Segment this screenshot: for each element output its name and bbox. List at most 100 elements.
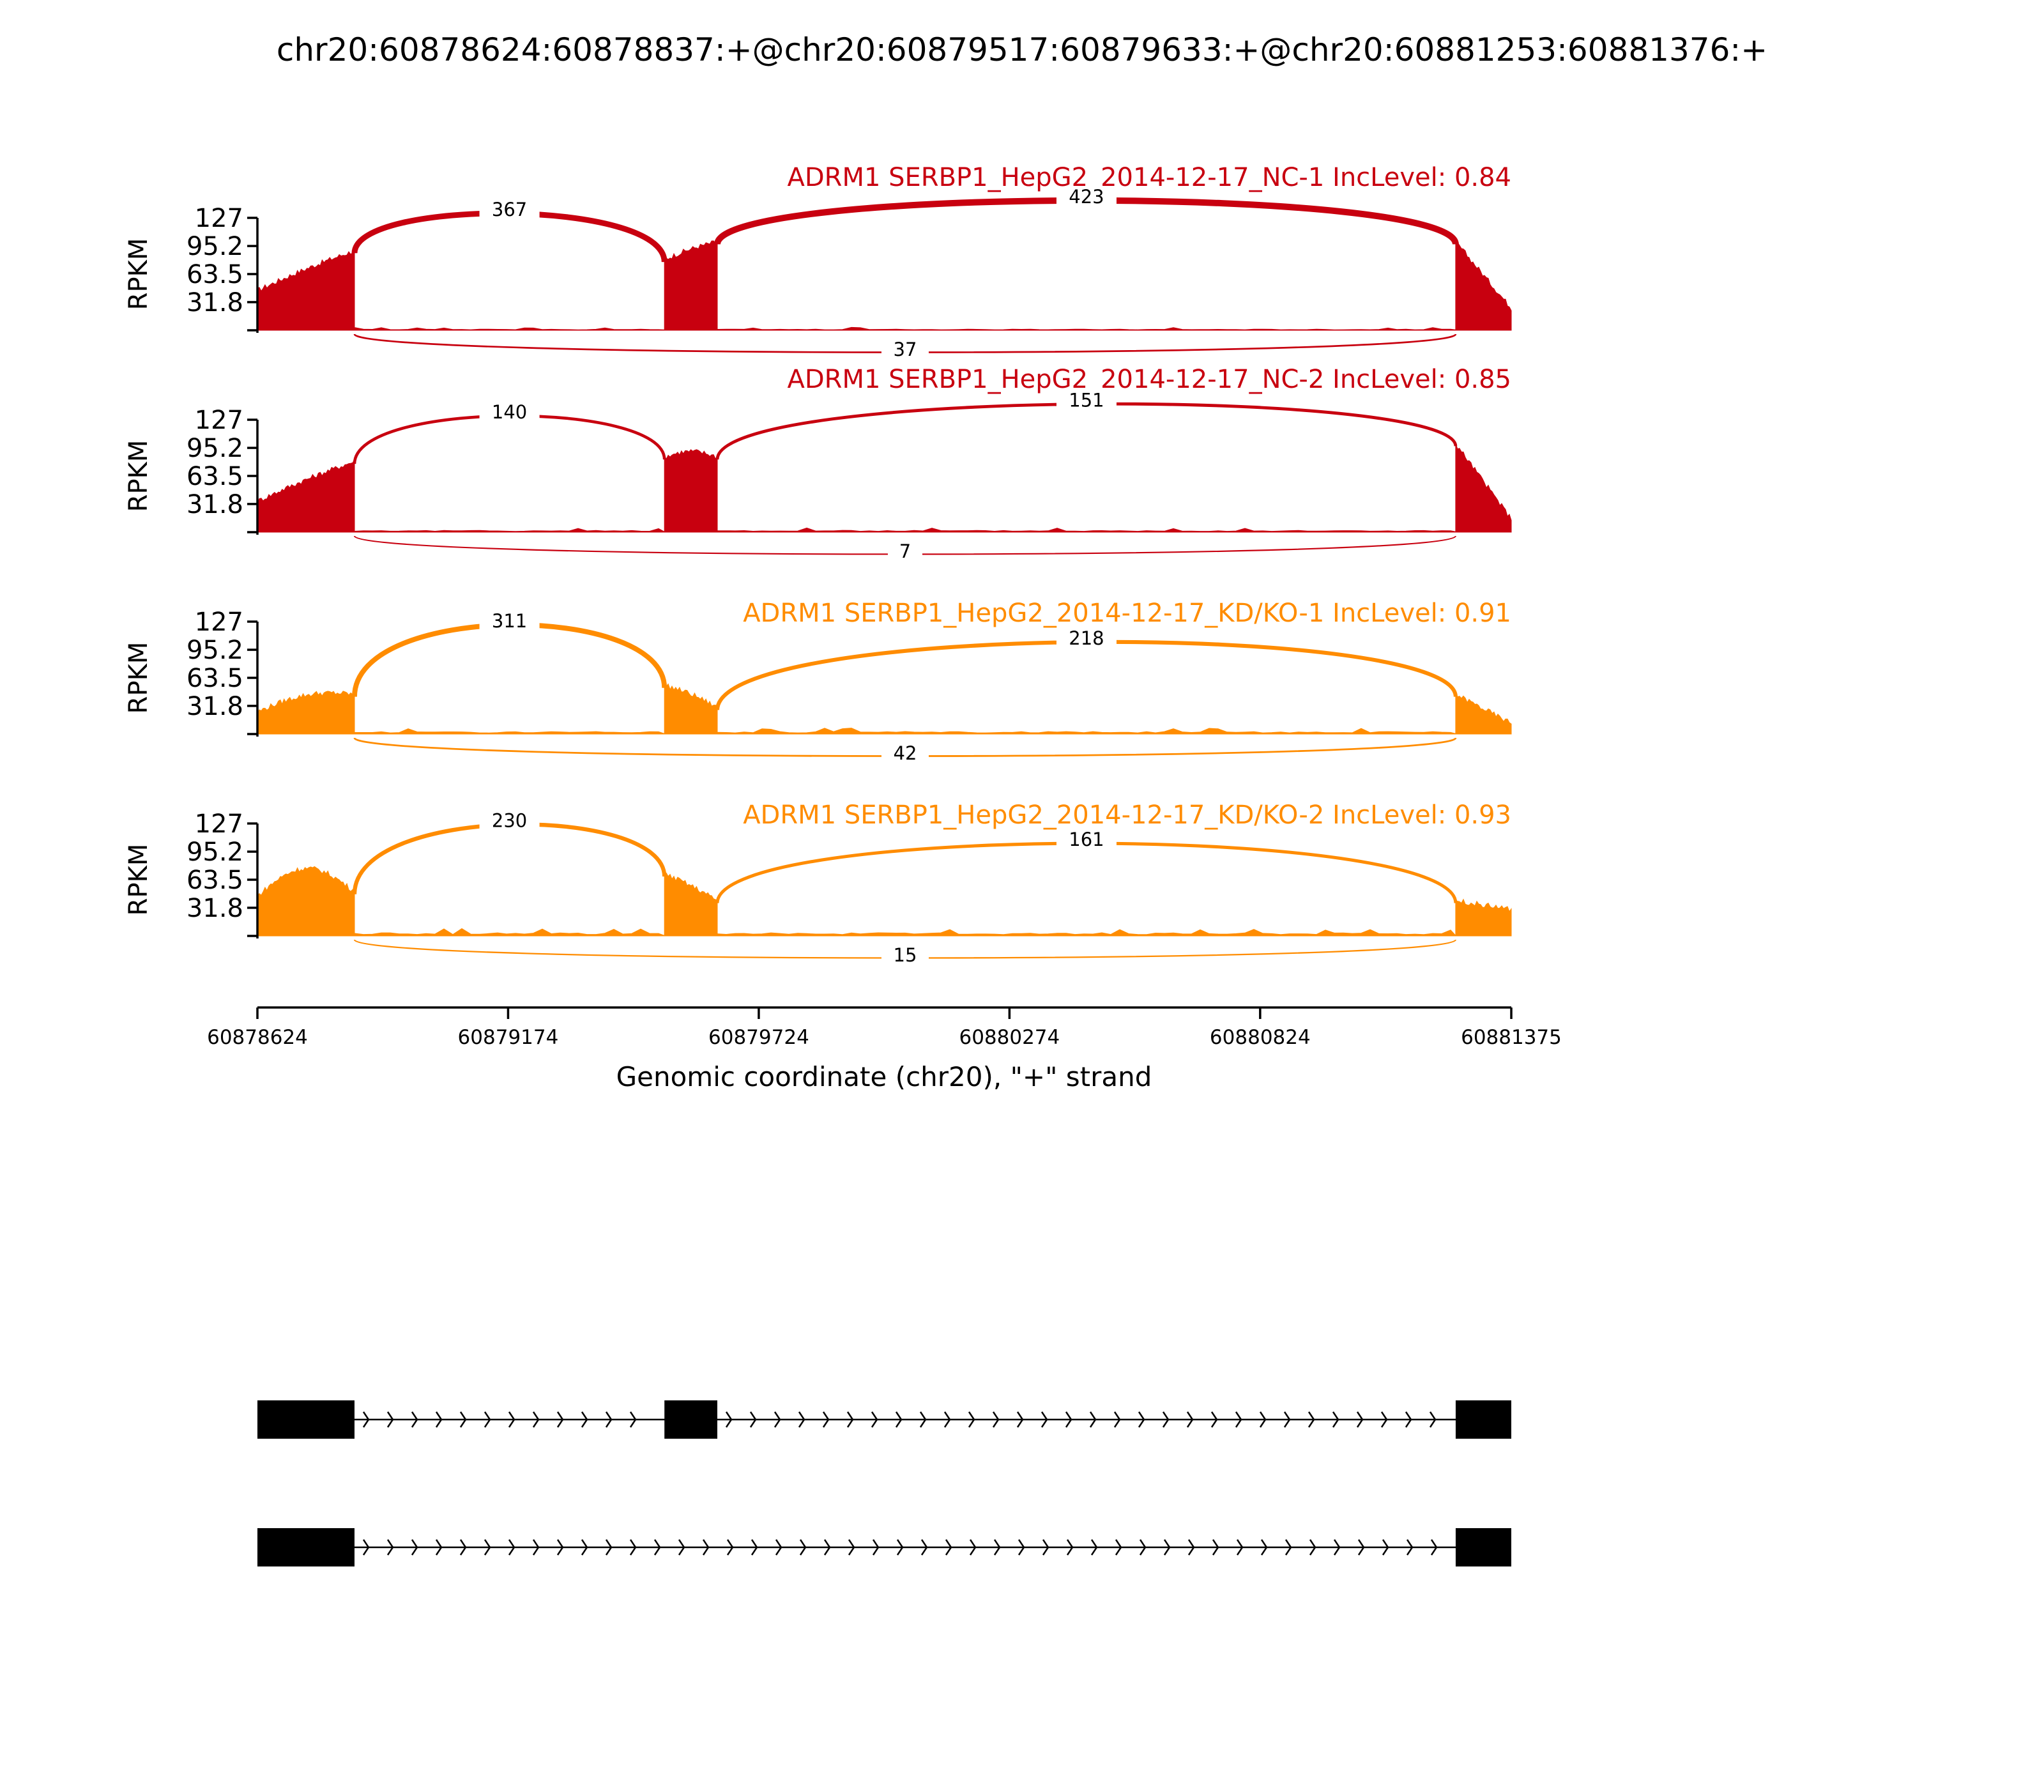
strand-arrow (532, 1539, 540, 1556)
x-tick-label: 60881375 (1461, 1026, 1562, 1049)
strand-arrow (1113, 1411, 1121, 1428)
sample-title: ADRM1 SERBP1_HepG2_2014-12-17_NC-2 IncLe… (787, 365, 1511, 394)
x-tick-label: 60880824 (1210, 1026, 1311, 1049)
strand-arrow (1332, 1411, 1339, 1428)
strand-arrow (508, 1539, 515, 1556)
y-axis-label: RPKM (124, 844, 153, 916)
sample-title: ADRM1 SERBP1_HepG2_2014-12-17_KD/KO-2 In… (743, 800, 1511, 830)
junction-count: 311 (492, 610, 527, 632)
isoform-track-1 (257, 1400, 1511, 1439)
strand-arrow (1212, 1539, 1219, 1556)
junction-label-bg (479, 401, 540, 422)
isoform-track-2 (257, 1528, 1511, 1566)
y-tick-label: 95.2 (187, 838, 243, 867)
y-axis-label: RPKM (124, 238, 153, 310)
strand-arrow (435, 1539, 443, 1556)
y-tick-label: 127 (195, 406, 243, 435)
junction-label-bg (881, 945, 929, 965)
junction-count: 7 (899, 540, 911, 562)
junction-label-bg (1056, 390, 1117, 411)
strand-arrow (1382, 1539, 1389, 1556)
strand-arrow (872, 1539, 880, 1556)
strand-arrow (362, 1539, 370, 1556)
junction-label-bg (881, 339, 929, 360)
strand-arrow (1018, 1539, 1025, 1556)
strand-arrow (556, 1539, 564, 1556)
strand-arrow (1235, 1411, 1242, 1428)
strand-arrow (484, 1539, 491, 1556)
junction-label-bg (479, 611, 540, 632)
coverage-area (257, 238, 1512, 331)
strand-arrow (775, 1539, 782, 1556)
strand-arrow (1309, 1539, 1316, 1556)
strand-arrow (846, 1411, 854, 1428)
exon-block (1455, 1400, 1511, 1439)
y-tick-label: 31.8 (187, 490, 243, 519)
strand-arrow (1260, 1539, 1268, 1556)
x-axis: 60878624 60879174 60879724 60880274 60880824… (207, 1006, 1562, 1092)
strand-arrow (386, 1411, 394, 1428)
strand-arrow (1115, 1539, 1122, 1556)
strand-arrow (1430, 1539, 1438, 1556)
strand-arrow (556, 1411, 564, 1428)
strand-arrow (895, 1411, 903, 1428)
strand-arrow (678, 1539, 685, 1556)
x-tick-label: 60879174 (458, 1026, 559, 1049)
junction-count: 42 (894, 742, 917, 764)
strand-arrow (459, 1411, 467, 1428)
junction-label-bg (479, 810, 540, 831)
strand-arrow (969, 1539, 977, 1556)
strand-arrow (1138, 1411, 1145, 1428)
junction-arc (351, 210, 667, 263)
strand-arrow (726, 1539, 734, 1556)
exon-block (257, 1528, 355, 1566)
coverage-area (257, 866, 1512, 937)
strand-arrow (411, 1411, 418, 1428)
strand-arrow (725, 1411, 733, 1428)
strand-arrow (1357, 1539, 1365, 1556)
junction-arc (352, 622, 667, 697)
strand-arrow (1139, 1539, 1147, 1556)
strand-arrow (1285, 1539, 1292, 1556)
strand-arrow (1089, 1411, 1097, 1428)
junction-count: 140 (492, 401, 527, 423)
strand-arrow (1065, 1411, 1072, 1428)
strand-arrow (1016, 1411, 1024, 1428)
y-tick-label: 127 (195, 809, 243, 839)
strand-arrow (411, 1539, 418, 1556)
strand-arrow (605, 1539, 613, 1556)
coverage-area (257, 443, 1512, 533)
strand-arrow (1186, 1411, 1194, 1428)
strand-arrow (386, 1539, 394, 1556)
junction-count: 15 (894, 944, 917, 966)
strand-arrow (871, 1411, 878, 1428)
x-tick-label: 60880274 (959, 1026, 1060, 1049)
y-tick-label: 95.2 (187, 434, 243, 463)
junction-count: 423 (1069, 186, 1104, 208)
strand-arrow (1308, 1411, 1315, 1428)
strand-arrow (629, 1539, 637, 1556)
strand-arrow (992, 1411, 1000, 1428)
strand-arrow (605, 1411, 613, 1428)
junction-arc (715, 841, 1458, 903)
y-tick-label: 63.5 (187, 866, 243, 895)
junction-arc (352, 822, 667, 894)
strand-arrow (702, 1539, 710, 1556)
y-tick-label: 63.5 (187, 664, 243, 693)
junction-arc (715, 402, 1458, 460)
strand-arrow (823, 1539, 831, 1556)
strand-arrow (774, 1411, 781, 1428)
y-tick-label: 95.2 (187, 636, 243, 665)
strand-arrow (919, 1411, 927, 1428)
strand-arrow (1236, 1539, 1244, 1556)
isoform-tracks (257, 1400, 1511, 1566)
exon-block (257, 1400, 355, 1439)
y-tick-label: 63.5 (187, 260, 243, 289)
strand-arrow (1090, 1539, 1098, 1556)
strand-arrow (749, 1411, 757, 1428)
junction-label-bg (881, 743, 929, 763)
